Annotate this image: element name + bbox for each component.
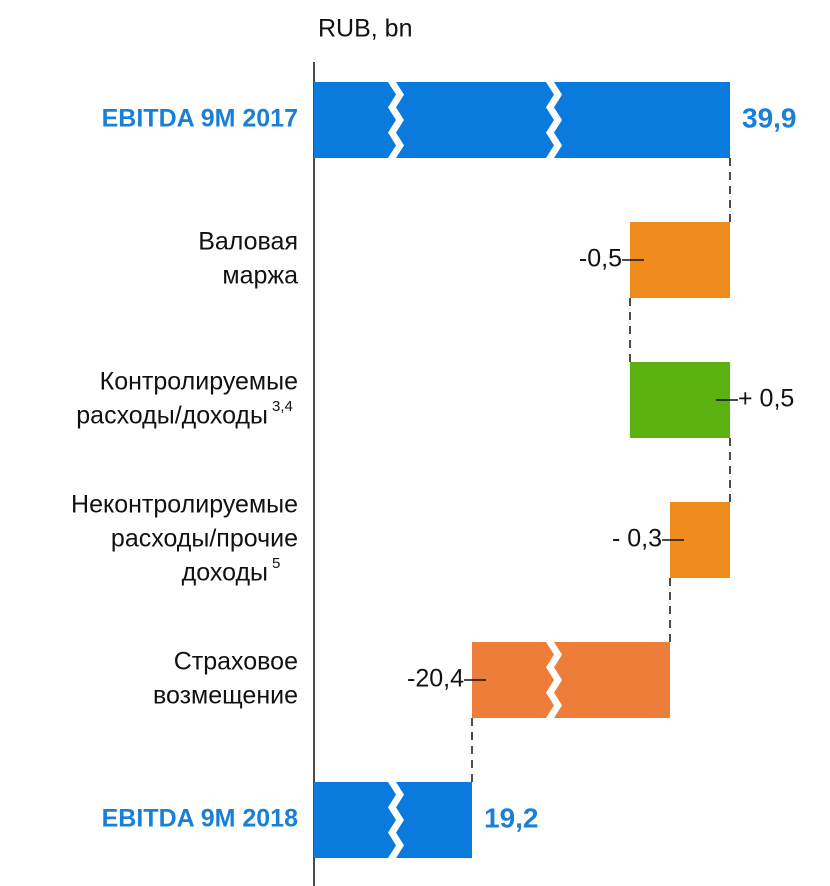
category-label: возмещение — [153, 682, 298, 710]
value-label: 39,9 — [742, 102, 797, 133]
category-label: Валовая — [198, 228, 298, 256]
footnote-ref: 3,4 — [272, 398, 293, 415]
bar — [314, 782, 472, 858]
bar — [630, 222, 730, 298]
axis-break — [546, 81, 562, 158]
axis-break — [388, 781, 404, 858]
category-label: Неконтролируемые — [71, 491, 298, 519]
value-label: 19,2 — [484, 802, 539, 833]
category-label: доходы — [182, 559, 268, 587]
category-label: EBITDA 9M 2017 — [102, 105, 298, 133]
category-label: Контролируемые — [100, 368, 298, 396]
category-label: Страховое — [174, 648, 298, 676]
value-label: + 0,5 — [738, 385, 794, 413]
value-label: - 0,3 — [612, 525, 662, 553]
axis-label: RUB, bn — [318, 15, 412, 43]
bar — [630, 362, 730, 438]
category-label: расходы/прочие — [111, 525, 298, 553]
value-label: -20,4 — [407, 665, 464, 693]
category-label: EBITDA 9M 2018 — [102, 805, 298, 833]
bar — [472, 642, 670, 718]
category-label: расходы/доходы — [76, 402, 268, 430]
footnote-ref: 5 — [272, 555, 280, 572]
value-label: -0,5 — [579, 245, 622, 273]
category-label: маржа — [222, 262, 298, 290]
bar — [314, 82, 730, 158]
axis-break — [546, 641, 562, 718]
axis-break — [388, 81, 404, 158]
